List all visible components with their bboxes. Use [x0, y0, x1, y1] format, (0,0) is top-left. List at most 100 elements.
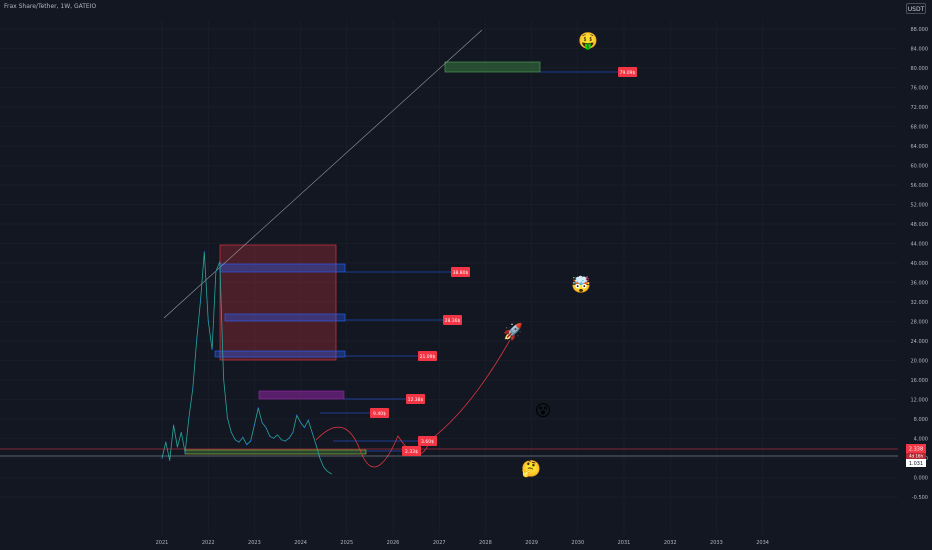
price-point: [307, 419, 309, 421]
target-label: 38.80$: [453, 270, 469, 276]
y-tick-label: 36.000: [911, 281, 929, 287]
target-label-bg: [451, 267, 470, 277]
target-label-bg: [418, 351, 437, 361]
price-point: [184, 451, 186, 454]
projection-curve: [315, 339, 511, 468]
price-point: [253, 424, 255, 426]
thinking-face-emoji: 🤔: [521, 459, 541, 478]
symbol-title: Frax Share/Tether, 1W, GATEIO: [4, 3, 97, 10]
price-point: [265, 426, 267, 429]
x-tick-label: 2031: [618, 540, 631, 546]
target-label-bg: [406, 394, 425, 404]
target-label-bg: [443, 315, 462, 325]
y-tick-label: 4.000: [914, 437, 928, 443]
price-point: [199, 300, 202, 302]
price-point: [226, 417, 229, 419]
y-tick-label: 84.000: [911, 47, 929, 53]
target-zone-purple: [258, 390, 345, 400]
x-tick-label: 2025: [340, 540, 353, 546]
y-tick-label: 48.000: [911, 222, 929, 228]
y-tick-label: 44.000: [911, 242, 929, 248]
price-point: [219, 261, 221, 263]
x-tick-label: 2029: [525, 540, 538, 546]
price-point: [280, 439, 282, 441]
price-point: [284, 440, 286, 442]
y-tick-label: 88.000: [911, 27, 929, 33]
price-point: [215, 270, 217, 273]
target-label: 12.38$: [408, 397, 424, 403]
target-label-bg: [370, 408, 389, 418]
target-label-bg: [418, 436, 437, 446]
target-label: 2.33$: [405, 449, 418, 455]
money-mouth-emoji: 🤑: [578, 31, 598, 50]
price-point: [196, 339, 198, 341]
price-point: [257, 407, 259, 409]
y-tick-label: 24.000: [911, 339, 929, 345]
x-tick-label: 2021: [156, 540, 169, 546]
trend-line: [163, 29, 483, 319]
y-tick-label: 40.000: [911, 261, 929, 267]
target-zone-green: [444, 61, 541, 73]
price-point: [319, 457, 321, 459]
target-label: 79.09$: [620, 70, 636, 76]
y-tick-label: 52.000: [911, 203, 929, 209]
countdown-badge: [906, 453, 926, 459]
currency-button[interactable]: USDT: [906, 3, 926, 14]
current-price-badge: [906, 444, 926, 453]
y-tick-label: 72.000: [911, 105, 929, 111]
target-label: 28.36$: [445, 318, 461, 324]
price-point: [269, 435, 271, 437]
price-point: [230, 431, 232, 433]
price-point: [292, 431, 294, 433]
rocket-emoji: 🚀: [503, 322, 523, 341]
price-point: [311, 431, 313, 433]
target-zone-red: [219, 244, 337, 361]
y-tick-label: -0.500: [912, 495, 928, 501]
price-point: [246, 443, 248, 446]
target-label: 3.60$: [421, 439, 434, 445]
x-tick-label: 2032: [664, 540, 677, 546]
target-zone-blue: [224, 313, 346, 322]
target-label: 9.40$: [373, 411, 386, 417]
y-tick-label: 64.000: [911, 144, 929, 150]
price-point: [211, 348, 213, 351]
x-tick-label: 2034: [756, 540, 769, 546]
y-tick-label: 80.000: [911, 66, 929, 72]
target-zone-blue: [214, 350, 346, 358]
y-tick-label: 0.000: [914, 476, 928, 482]
price-point: [288, 437, 290, 439]
price-point: [261, 422, 263, 424]
price-point: [273, 437, 275, 439]
price-point: [296, 414, 298, 416]
price-point: [276, 434, 279, 436]
target-label-bg: [402, 446, 421, 456]
y-tick-label: 60.000: [911, 164, 929, 170]
secondary-price-value: 1.031: [909, 461, 923, 467]
target-zone-blue: [219, 263, 346, 273]
price-point: [234, 439, 236, 441]
y-tick-label: 76.000: [911, 86, 929, 92]
y-tick-label: 12.000: [911, 398, 929, 404]
x-tick-label: 2033: [710, 540, 723, 546]
price-point: [300, 422, 302, 424]
price-point: [161, 457, 163, 459]
countdown-value: 4d 16h: [909, 454, 923, 459]
price-point: [188, 417, 190, 419]
price-point: [176, 446, 178, 448]
x-tick-label: 2023: [248, 540, 261, 546]
price-point: [180, 431, 182, 433]
price-point: [242, 436, 244, 438]
dizzy-face-emoji: 😵: [535, 401, 552, 420]
y-tick-label: 8.000: [914, 417, 928, 423]
x-tick-label: 2024: [294, 540, 307, 546]
current-price-value: 2.338: [909, 447, 923, 453]
x-tick-label: 2026: [387, 540, 400, 546]
price-point: [323, 466, 325, 468]
price-point: [192, 387, 194, 390]
price-point: [203, 251, 205, 253]
price-point: [207, 319, 209, 321]
target-label-bg: [618, 67, 637, 77]
price-point: [223, 378, 225, 380]
x-tick-label: 2028: [479, 540, 492, 546]
